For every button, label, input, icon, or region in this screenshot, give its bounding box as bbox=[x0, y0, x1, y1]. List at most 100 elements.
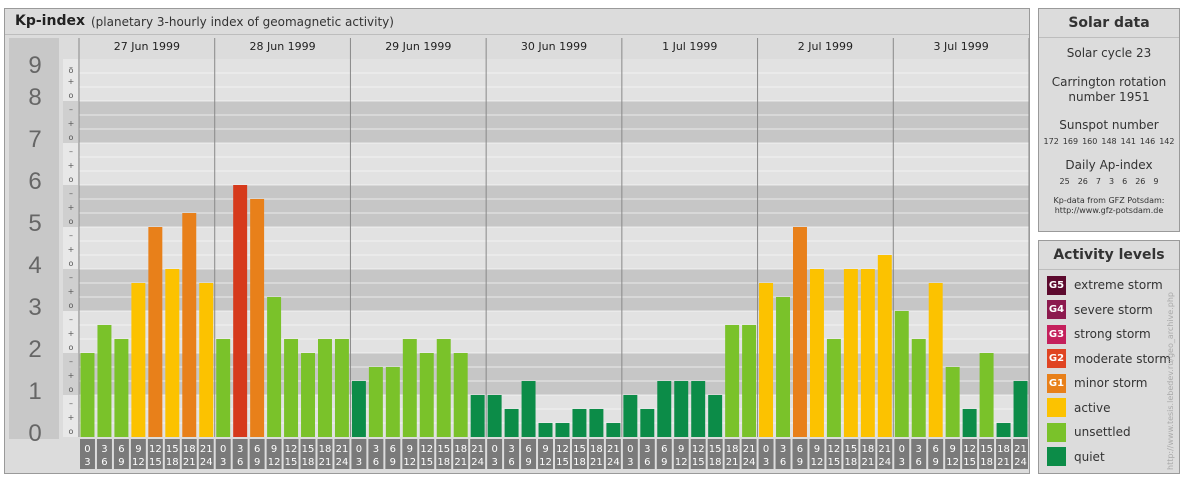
hour-cell bbox=[266, 439, 282, 469]
solar-cycle: Solar cycle 23 bbox=[1066, 46, 1152, 60]
y-tick-label: 0 bbox=[28, 420, 41, 447]
kp-band bbox=[79, 101, 1029, 143]
sunspot-values: 172 169 160 148 141 146 142 bbox=[1039, 137, 1179, 146]
data-source-label: Kp-data from GFZ Potsdam: bbox=[1053, 196, 1165, 205]
source-credit: http://www.tesis.lebedev.ru/geo_archive.… bbox=[1166, 292, 1175, 470]
activity-levels-panel: Activity levels G5 extreme storm G4 severe … bbox=[1038, 240, 1180, 474]
hour-cell bbox=[368, 439, 384, 469]
hour-end-label: 12 bbox=[539, 457, 552, 468]
legend-label: moderate storm bbox=[1074, 351, 1171, 366]
kp-bar bbox=[436, 339, 451, 437]
kp-bar bbox=[945, 366, 960, 437]
hour-cell bbox=[521, 439, 537, 469]
chart-subtitle: (planetary 3-hourly index of geomagnetic… bbox=[91, 15, 394, 29]
hour-start-label: 18 bbox=[997, 444, 1010, 455]
kp-bar bbox=[131, 282, 146, 437]
hour-start-label: 3 bbox=[101, 444, 107, 455]
y-subtick: + bbox=[68, 329, 75, 338]
kp-bar bbox=[894, 311, 909, 437]
sunspot-value: 146 bbox=[1139, 137, 1156, 146]
kp-bar bbox=[470, 395, 485, 437]
ap-value: 26 bbox=[1077, 177, 1088, 186]
y-subtick: o bbox=[69, 66, 74, 75]
hour-cell bbox=[147, 439, 163, 469]
kp-bar bbox=[538, 423, 553, 437]
hour-start-label: 15 bbox=[573, 444, 586, 455]
hour-start-label: 3 bbox=[916, 444, 922, 455]
legend-item-severe-storm: G4 severe storm bbox=[1047, 300, 1153, 320]
hour-end-label: 12 bbox=[675, 457, 688, 468]
kp-bar bbox=[334, 339, 349, 437]
kp-bar bbox=[114, 339, 129, 437]
legend-swatch: G4 bbox=[1047, 300, 1066, 319]
kp-bar bbox=[402, 339, 417, 437]
hour-end-label: 3 bbox=[491, 457, 497, 468]
hour-cell bbox=[979, 439, 995, 469]
kp-bar bbox=[572, 408, 587, 437]
hour-start-label: 21 bbox=[607, 444, 620, 455]
hour-cell bbox=[96, 439, 112, 469]
hour-cell bbox=[419, 439, 435, 469]
hour-cell bbox=[402, 439, 418, 469]
hour-cell bbox=[605, 439, 621, 469]
hour-end-label: 3 bbox=[627, 457, 633, 468]
hour-end-label: 12 bbox=[946, 457, 959, 468]
hour-cell bbox=[232, 439, 248, 469]
subtick-band bbox=[63, 227, 78, 269]
kp-bar bbox=[504, 408, 519, 437]
hour-cell bbox=[622, 439, 638, 469]
y-subtick: o bbox=[69, 91, 74, 100]
y-axis-column bbox=[9, 38, 59, 439]
hour-end-label: 6 bbox=[373, 457, 379, 468]
kp-bar bbox=[911, 339, 926, 437]
hour-cell bbox=[283, 439, 299, 469]
kp-band bbox=[79, 59, 1029, 101]
hour-cell bbox=[504, 439, 520, 469]
y-tick-label: 7 bbox=[28, 126, 41, 153]
hour-start-label: 0 bbox=[356, 444, 362, 455]
hour-cell bbox=[945, 439, 961, 469]
hour-start-label: 21 bbox=[878, 444, 891, 455]
legend-item-minor-storm: G1 minor storm bbox=[1047, 373, 1147, 393]
hour-end-label: 15 bbox=[828, 457, 841, 468]
legend-swatch bbox=[1047, 447, 1066, 466]
hour-start-label: 6 bbox=[390, 444, 396, 455]
kp-bar bbox=[962, 408, 977, 437]
hour-start-label: 0 bbox=[491, 444, 497, 455]
hour-start-label: 15 bbox=[980, 444, 993, 455]
hour-end-label: 18 bbox=[709, 457, 722, 468]
hour-cell bbox=[317, 439, 333, 469]
y-subtick: + bbox=[68, 119, 75, 128]
subtick-band bbox=[63, 395, 78, 437]
hour-cell bbox=[470, 439, 486, 469]
legend-item-moderate-storm: G2 moderate storm bbox=[1047, 349, 1171, 369]
data-source-url[interactable]: http://www.gfz-potsdam.de bbox=[1054, 206, 1164, 215]
hour-start-label: 21 bbox=[1014, 444, 1027, 455]
hour-start-label: 12 bbox=[420, 444, 433, 455]
hour-end-label: 21 bbox=[726, 457, 739, 468]
ap-value: 3 bbox=[1109, 177, 1115, 186]
hour-end-label: 18 bbox=[437, 457, 450, 468]
hour-cell bbox=[249, 439, 265, 469]
hour-start-label: 9 bbox=[542, 444, 548, 455]
y-tick-label: 9 bbox=[28, 52, 41, 79]
y-subtick: – bbox=[69, 147, 73, 156]
y-subtick: + bbox=[68, 203, 75, 212]
hour-end-label: 9 bbox=[933, 457, 939, 468]
hour-cell bbox=[792, 439, 808, 469]
legend-item-extreme-storm: G5 extreme storm bbox=[1047, 275, 1163, 295]
hour-end-label: 21 bbox=[997, 457, 1010, 468]
subtick-band bbox=[63, 311, 78, 353]
kp-bar bbox=[487, 395, 502, 437]
hour-end-label: 3 bbox=[763, 457, 769, 468]
hour-end-label: 21 bbox=[183, 457, 196, 468]
kp-bar bbox=[860, 269, 875, 437]
legend-item-unsettled: unsettled bbox=[1047, 422, 1131, 442]
hour-start-label: 6 bbox=[797, 444, 803, 455]
chart-title: Kp-index bbox=[15, 13, 85, 29]
hour-end-label: 24 bbox=[607, 457, 620, 468]
hour-start-label: 21 bbox=[743, 444, 756, 455]
hour-end-label: 15 bbox=[692, 457, 705, 468]
hour-start-label: 9 bbox=[135, 444, 141, 455]
y-subtick: o bbox=[69, 385, 74, 394]
